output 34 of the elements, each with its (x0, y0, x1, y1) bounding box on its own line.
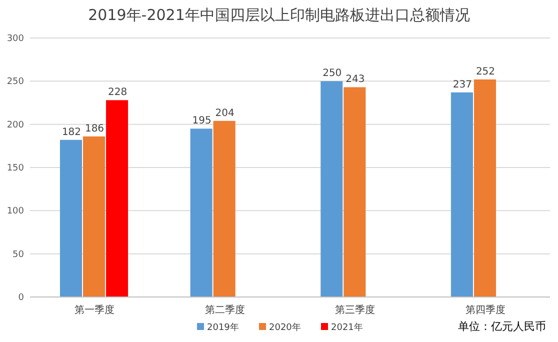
y-tick-label: 0 (18, 293, 24, 303)
x-tick-label: 第一季度 (74, 304, 115, 316)
y-tick-label: 150 (6, 164, 24, 174)
data-label: 204 (215, 108, 234, 119)
bar (106, 100, 128, 297)
data-label: 252 (476, 66, 496, 78)
legend-label: 2020年 (269, 322, 301, 333)
data-label: 250 (322, 68, 342, 80)
x-tick-label: 第二季度 (204, 304, 245, 316)
data-label: 228 (108, 87, 128, 98)
bar (320, 81, 343, 297)
x-tick-label: 第四季度 (465, 304, 506, 316)
chart-title: 2019年-2021年中国四层以上印制电路板进出口总额情况 (88, 6, 470, 24)
y-tick-label: 50 (12, 250, 24, 260)
x-tick-label: 第三季度 (335, 304, 376, 316)
legend-label: 2021年 (331, 322, 363, 333)
y-tick-label: 250 (6, 77, 24, 88)
data-label: 243 (346, 74, 365, 86)
bar (450, 92, 473, 297)
bar (60, 140, 82, 297)
bar (344, 87, 366, 297)
data-label: 182 (62, 126, 82, 138)
data-label: 186 (84, 123, 104, 134)
y-tick-label: 300 (6, 34, 24, 44)
text: 单位：亿元人民币 (458, 320, 546, 333)
y-tick-label: 100 (6, 206, 24, 217)
legend-label: 2019年 (207, 322, 239, 333)
bar (83, 136, 106, 297)
bar (474, 79, 496, 297)
bar (190, 128, 212, 297)
data-label: 237 (452, 79, 472, 90)
data-label: 195 (192, 116, 212, 127)
y-tick-label: 200 (6, 120, 24, 130)
bar (213, 120, 236, 297)
